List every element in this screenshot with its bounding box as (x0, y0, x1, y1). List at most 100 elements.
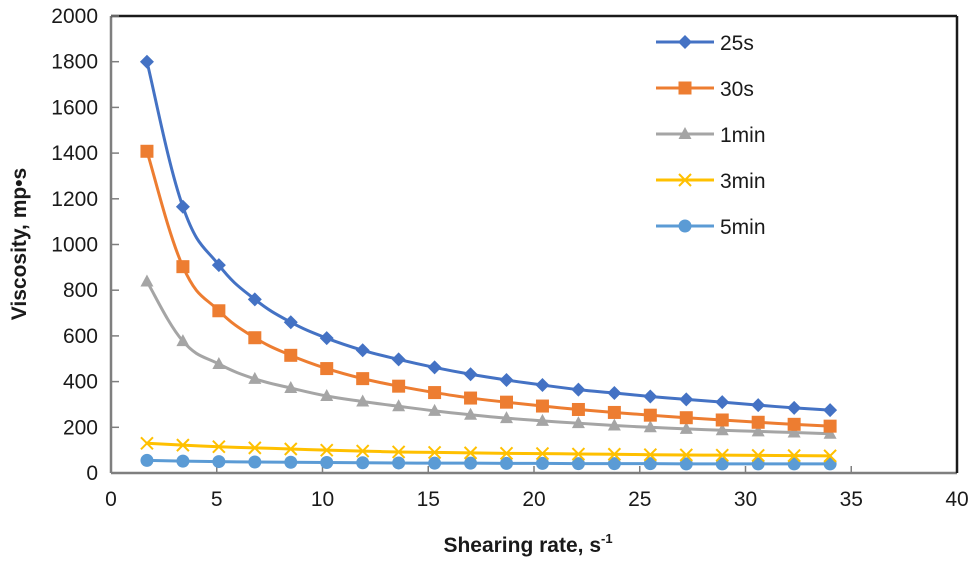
marker-stroke (140, 436, 154, 451)
data-point-1min (535, 413, 549, 426)
x-axis-title: Shearing rate, s-1 (443, 531, 612, 557)
data-point-3min (140, 436, 154, 451)
data-point-30s (464, 391, 478, 405)
data-point-30s (643, 408, 657, 422)
marker-stroke (678, 173, 692, 187)
data-point-1min (392, 399, 406, 412)
data-point-1min (212, 357, 226, 370)
marker-stroke (248, 441, 262, 455)
data-point-1min (356, 394, 370, 407)
y-tick-label: 1800 (51, 51, 98, 74)
data-point-3min (320, 443, 334, 457)
legend-marker-25s (678, 35, 692, 49)
y-axis: 0 200 400 600 800 1000 1200 1400 1600 1800 2000 (51, 5, 119, 485)
data-point-25s (427, 360, 442, 375)
y-tick-label: 600 (63, 325, 98, 348)
marker-stroke (499, 446, 514, 461)
data-point-25s (643, 389, 658, 404)
marker-stroke (427, 445, 442, 460)
data-point-5min (679, 457, 693, 471)
data-point-1min (751, 424, 765, 437)
data-point-3min (355, 444, 370, 458)
data-point-30s (212, 304, 226, 318)
data-point-25s (211, 258, 226, 273)
data-point-30s (679, 411, 693, 425)
data-point-30s (248, 331, 262, 345)
data-point-5min (428, 456, 442, 470)
series-line-3min (145, 441, 832, 458)
marker-stroke (284, 442, 298, 456)
data-point-1min (571, 416, 585, 429)
data-point-1min (787, 425, 801, 438)
data-point-1min (176, 334, 190, 347)
data-point-1min (428, 403, 442, 416)
series-3min (140, 436, 837, 463)
data-point-30s (428, 386, 442, 400)
legend-item-3min: 3min (656, 170, 766, 193)
data-point-5min (823, 457, 837, 471)
marker-stroke (212, 440, 226, 454)
data-point-3min (535, 446, 550, 461)
data-point-1min (284, 380, 298, 393)
data-point-30s (823, 419, 837, 433)
data-point-1min (500, 411, 514, 424)
x-tick-label: 5 (211, 488, 223, 511)
data-point-5min (571, 457, 585, 471)
x-tick-label: 25 (628, 488, 651, 511)
data-point-25s (175, 199, 190, 214)
data-point-3min (787, 448, 801, 463)
legend-item-5min: 5min (656, 216, 766, 239)
legend-marker-3min (678, 173, 692, 187)
legend-label: 30s (720, 78, 754, 101)
marker-stroke (751, 448, 765, 463)
marker-stroke (391, 445, 406, 459)
data-point-30s (751, 415, 765, 429)
legend-item-1min: 1min (656, 124, 766, 147)
data-point-25s (787, 400, 802, 415)
data-point-30s (571, 402, 585, 416)
series-25s (139, 54, 838, 418)
data-point-30s (320, 362, 334, 376)
data-point-25s (391, 352, 406, 367)
marker-stroke (787, 448, 801, 463)
data-point-25s (247, 292, 262, 307)
data-point-30s (284, 348, 298, 362)
data-point-1min (140, 274, 154, 287)
data-point-30s (500, 395, 514, 409)
y-tick-label: 2000 (51, 5, 98, 28)
data-point-3min (463, 446, 478, 460)
marker-stroke (823, 449, 837, 463)
data-point-1min (643, 420, 657, 433)
legend-item-25s: 25s (656, 32, 754, 55)
marker-stroke (679, 448, 693, 462)
y-tick-label: 0 (86, 462, 98, 485)
data-point-30s (787, 417, 801, 431)
x-axis-title-text: Shearing rate, s (443, 534, 601, 557)
data-point-5min (464, 456, 478, 470)
data-point-25s (355, 343, 370, 358)
x-tick-label: 20 (522, 488, 545, 511)
data-point-5min (212, 455, 226, 469)
data-point-25s (283, 315, 298, 330)
marker-stroke (571, 447, 586, 461)
data-point-1min (464, 407, 478, 420)
data-point-5min (535, 456, 549, 470)
legend-label: 25s (720, 32, 754, 55)
data-point-5min (248, 455, 262, 469)
x-axis-title-superscript: -1 (601, 531, 613, 546)
data-point-1min (607, 418, 621, 431)
data-point-30s (392, 379, 406, 393)
data-point-3min (499, 446, 514, 461)
data-point-5min (140, 453, 154, 467)
data-point-1min (248, 371, 262, 384)
legend-marker-5min (678, 219, 692, 233)
data-point-3min (679, 448, 693, 462)
data-point-3min (391, 445, 406, 459)
marker-stroke (355, 444, 370, 458)
marker-stroke (463, 446, 478, 460)
data-point-25s (571, 382, 586, 397)
legend-marker-1min (678, 127, 692, 139)
data-point-5min (715, 457, 729, 471)
x-tick-label: 10 (311, 488, 334, 511)
data-point-3min (427, 445, 442, 460)
